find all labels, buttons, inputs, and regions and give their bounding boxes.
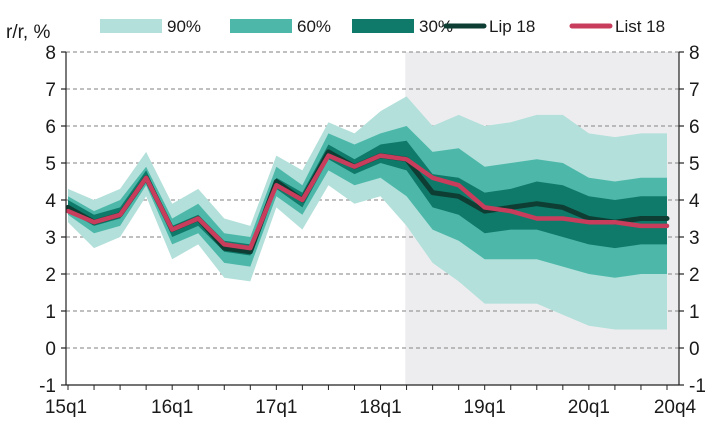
band-30: [68, 140, 667, 256]
y-axis-label: r/r, %: [6, 22, 50, 43]
right-y-tick-labels: -1 0 1 2 3 4 5 6 7 8: [689, 43, 706, 397]
x-tick-label: 15q1: [45, 397, 87, 418]
y-tick-label: 0: [45, 339, 56, 360]
y-tick-label: 5: [689, 154, 700, 175]
legend-label-list: List 18: [615, 17, 665, 36]
x-tick-label: 18q1: [359, 397, 401, 418]
axes: [61, 51, 684, 390]
legend-label-band60: 60%: [297, 17, 331, 36]
y-tick-label: 5: [45, 154, 56, 175]
band-90-area: [68, 96, 667, 330]
y-tick-label: 8: [45, 43, 56, 64]
x-tick-labels: 15q1 16q1 17q1 18q1 19q1 20q1 20q4: [45, 397, 697, 418]
y-tick-label: 3: [45, 228, 56, 249]
lines: [65, 149, 670, 255]
y-tick-label: 1: [689, 302, 700, 323]
y-tick-label: 6: [45, 117, 56, 138]
band-30-area: [68, 140, 667, 256]
left-y-tick-labels: -1 0 1 2 3 4 5 6 7 8: [39, 43, 56, 397]
y-tick-label: 4: [45, 191, 56, 212]
legend-swatch-band30: [352, 19, 414, 33]
y-tick-label: -1: [39, 376, 56, 397]
legend-swatch-band90: [100, 19, 162, 33]
y-tick-label: 7: [45, 80, 56, 101]
y-tick-label: 4: [689, 191, 700, 212]
legend-label-band30: 30%: [419, 17, 453, 36]
x-tick-label: 20q4: [654, 397, 697, 418]
y-tick-label: 0: [689, 339, 700, 360]
band-90: [68, 96, 667, 330]
y-tick-label: -1: [689, 376, 706, 397]
x-tick-label: 16q1: [151, 397, 193, 418]
legend-swatch-band60: [230, 19, 292, 33]
y-tick-label: 2: [45, 265, 56, 286]
y-tick-label: 1: [45, 302, 56, 323]
legend-label-band90: 90%: [167, 17, 201, 36]
x-tick-label: 17q1: [255, 397, 297, 418]
y-tick-label: 7: [689, 80, 700, 101]
legend: 90% 60% 30% Lip 18 List 18: [100, 17, 665, 36]
y-tick-label: 8: [689, 43, 700, 64]
legend-label-lip: Lip 18: [489, 17, 535, 36]
x-tick-label: 20q1: [568, 397, 610, 418]
y-tick-label: 2: [689, 265, 700, 286]
y-tick-label: 3: [689, 228, 700, 249]
series-line-list: [65, 153, 670, 251]
y-tick-label: 6: [689, 117, 700, 138]
x-tick-label: 19q1: [464, 397, 506, 418]
